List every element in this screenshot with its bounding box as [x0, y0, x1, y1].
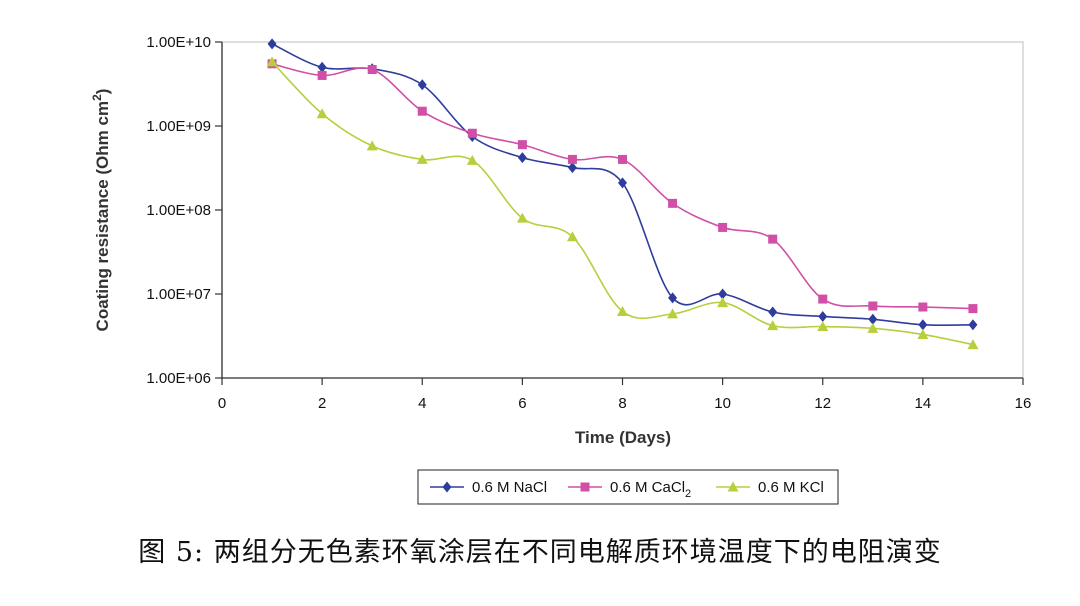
series-1	[267, 59, 978, 314]
x-tick-label: 8	[618, 395, 626, 412]
data-point	[618, 177, 627, 189]
legend-swatch-marker	[727, 481, 739, 492]
data-point	[967, 339, 979, 350]
legend-box	[417, 469, 839, 505]
data-point	[768, 234, 778, 244]
x-tick-label: 16	[1015, 395, 1032, 412]
data-point	[817, 321, 829, 332]
series-line	[271, 61, 974, 346]
data-point	[868, 313, 878, 325]
series-2	[266, 56, 979, 350]
data-point	[266, 56, 278, 67]
data-point	[517, 140, 527, 150]
data-point	[517, 152, 527, 164]
x-tick-label: 14	[915, 395, 932, 412]
data-point	[317, 61, 327, 73]
data-point	[767, 320, 779, 331]
legend-item: 0.6 M KCl	[716, 479, 824, 496]
data-point	[567, 162, 577, 174]
legend-item: 0.6 M NaCl	[430, 479, 547, 496]
x-tick-label: 4	[418, 395, 426, 412]
plot-area: 1.00E+10 1.00E+09 1.00E+08 1.00E+07 1.00E+06…	[146, 34, 1031, 412]
y-tick-label: 1.00E+06	[146, 370, 211, 387]
x-tick-label: 6	[518, 395, 526, 412]
plot-frame	[221, 41, 1024, 379]
data-point	[968, 304, 978, 314]
legend-label: 0.6 M NaCl	[472, 479, 547, 496]
x-tick-label: 0	[218, 395, 226, 412]
data-point	[968, 319, 978, 331]
y-axis-title: Coating resistance (Ohm cm2)	[90, 89, 112, 332]
data-point	[417, 79, 427, 91]
data-point	[567, 154, 577, 164]
legend-swatch-marker	[580, 482, 590, 492]
data-point	[718, 222, 728, 232]
data-point	[618, 154, 627, 164]
data-point	[717, 297, 729, 308]
data-point	[668, 292, 678, 304]
legend-item: 0.6 M CaCl2	[568, 479, 691, 500]
data-point	[317, 70, 327, 80]
y-tick-label: 1.00E+07	[146, 286, 211, 303]
data-point	[366, 140, 378, 151]
y-tick-label: 1.00E+10	[146, 34, 211, 51]
data-point	[416, 153, 428, 164]
legend-label: 0.6 M CaCl2	[610, 479, 691, 500]
data-point	[668, 198, 678, 208]
data-point	[917, 328, 929, 339]
x-tick-label: 2	[318, 395, 326, 412]
legend-label: 0.6 M KCl	[758, 479, 824, 496]
data-point	[466, 154, 478, 165]
series-line	[271, 43, 973, 326]
data-point	[667, 308, 679, 319]
series-0	[267, 38, 978, 331]
legend-swatch-marker	[442, 481, 452, 493]
y-tick-label: 1.00E+08	[146, 202, 211, 219]
data-point	[867, 322, 879, 333]
x-tick-label: 10	[714, 395, 731, 412]
data-point	[367, 65, 377, 75]
data-point	[617, 305, 628, 316]
data-point	[818, 294, 828, 304]
y-tick-label: 1.00E+09	[146, 118, 211, 135]
x-tick-label: 12	[814, 395, 831, 412]
data-point	[417, 106, 427, 116]
data-point	[918, 302, 928, 312]
figure-caption: 图 5: 两组分无色素环氧涂层在不同电解质环境温度下的电阻演变	[138, 537, 942, 568]
data-point	[868, 301, 878, 311]
data-point	[718, 288, 728, 300]
legend: 0.6 M NaCl 0.6 M CaCl2 0.6 M KCl	[417, 469, 839, 505]
data-point	[918, 319, 928, 331]
data-point	[768, 306, 778, 318]
data-point	[516, 212, 528, 223]
data-point	[467, 128, 477, 138]
x-axis-title: Time (Days)	[575, 428, 671, 447]
data-point	[267, 38, 277, 50]
data-point	[316, 108, 328, 119]
data-point	[566, 231, 578, 242]
coating-resistance-chart: 1.00E+10 1.00E+09 1.00E+08 1.00E+07 1.00E+06…	[90, 34, 1031, 505]
data-point	[818, 310, 828, 322]
